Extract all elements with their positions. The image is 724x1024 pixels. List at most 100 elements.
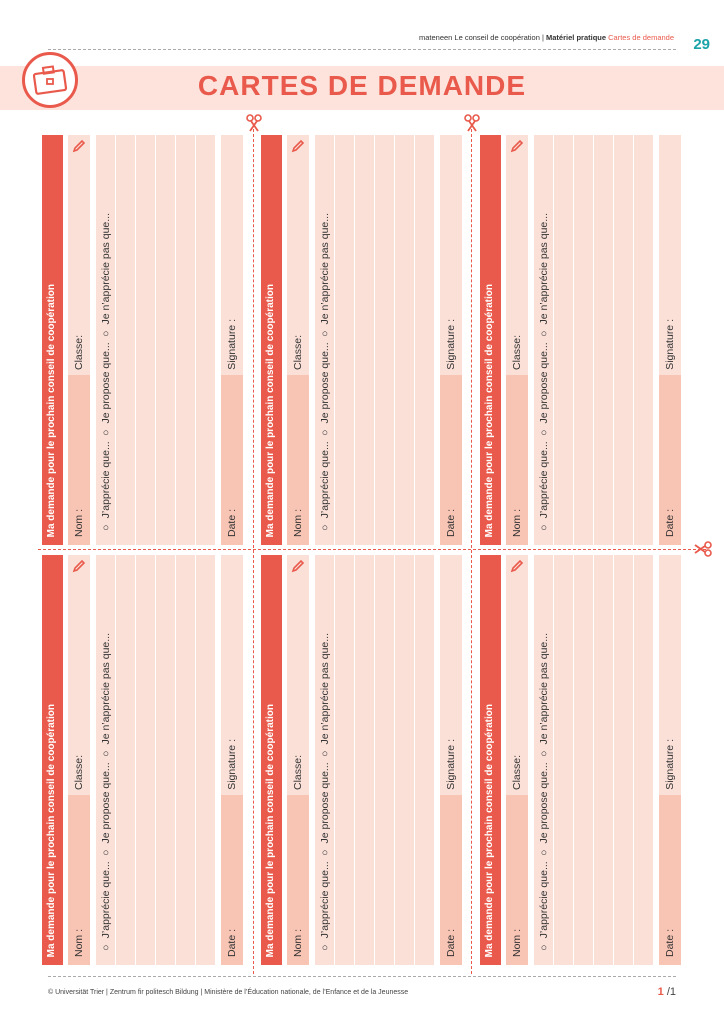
date-input-area[interactable] <box>440 375 462 545</box>
request-card: Ma demande pour le prochain conseil de c… <box>480 555 683 965</box>
writing-line[interactable] <box>634 555 653 965</box>
date-input-area[interactable] <box>659 795 681 965</box>
date-input-area[interactable] <box>221 375 243 545</box>
total-pages: /1 <box>663 986 676 998</box>
name-input-area[interactable] <box>68 375 90 545</box>
writing-line[interactable] <box>614 135 633 545</box>
date-input-area[interactable] <box>659 375 681 545</box>
footer-pagination: 1 /1 <box>658 986 676 998</box>
writing-line[interactable] <box>375 555 394 965</box>
writing-line[interactable] <box>335 135 354 545</box>
writing-line[interactable] <box>335 555 354 965</box>
writing-line[interactable] <box>614 555 633 965</box>
writing-line[interactable] <box>574 555 593 965</box>
date-label: Date : <box>445 928 457 957</box>
name-input-area[interactable] <box>68 795 90 965</box>
writing-line[interactable]: ○ J’apprécie que... ○ Je propose que... … <box>315 135 334 545</box>
writing-line[interactable] <box>355 555 374 965</box>
writing-line[interactable] <box>594 135 613 545</box>
classe-label: Classe: <box>73 334 85 370</box>
writing-line[interactable] <box>594 555 613 965</box>
writing-line[interactable] <box>395 555 414 965</box>
date-signature-field[interactable]: Date : Signature : <box>221 135 243 545</box>
card-title-strip: Ma demande pour le prochain conseil de c… <box>42 555 63 965</box>
writing-line[interactable] <box>176 135 195 545</box>
writing-line[interactable] <box>574 135 593 545</box>
writing-line[interactable] <box>634 135 653 545</box>
writing-line[interactable]: ○ J’apprécie que... ○ Je propose que... … <box>534 555 553 965</box>
writing-line[interactable] <box>156 555 175 965</box>
pencil-icon <box>291 139 305 153</box>
name-class-field[interactable]: Nom : Classe: <box>287 555 309 965</box>
writing-line[interactable] <box>415 135 434 545</box>
writing-line[interactable] <box>156 135 175 545</box>
date-label: Date : <box>664 928 676 957</box>
name-input-area[interactable] <box>506 375 528 545</box>
writing-line[interactable] <box>395 135 414 545</box>
pencil-icon <box>72 559 86 573</box>
card-title: Ma demande pour le prochain conseil de c… <box>265 703 276 957</box>
date-signature-field[interactable]: Date : Signature : <box>440 555 462 965</box>
card-title: Ma demande pour le prochain conseil de c… <box>484 283 495 537</box>
options-text: ○ J’apprécie que... ○ Je propose que... … <box>538 632 550 953</box>
card-title: Ma demande pour le prochain conseil de c… <box>484 703 495 957</box>
writing-line[interactable] <box>375 135 394 545</box>
writing-line[interactable]: ○ J’apprécie que... ○ Je propose que... … <box>315 555 334 965</box>
nom-label: Nom : <box>292 928 304 957</box>
name-class-field[interactable]: Nom : Classe: <box>506 555 528 965</box>
writing-line[interactable] <box>136 555 155 965</box>
request-card: Ma demande pour le prochain conseil de c… <box>480 135 683 545</box>
writing-line[interactable] <box>116 135 135 545</box>
signature-label: Signature : <box>226 739 238 790</box>
card-title-strip: Ma demande pour le prochain conseil de c… <box>480 135 501 545</box>
name-class-field[interactable]: Nom : Classe: <box>68 135 90 545</box>
signature-label: Signature : <box>664 739 676 790</box>
pencil-icon <box>72 139 86 153</box>
date-label: Date : <box>445 508 457 537</box>
card-title: Ma demande pour le prochain conseil de c… <box>46 283 57 537</box>
writing-line[interactable] <box>176 555 195 965</box>
name-input-area[interactable] <box>287 795 309 965</box>
date-input-area[interactable] <box>221 795 243 965</box>
name-input-area[interactable] <box>506 795 528 965</box>
card-title-strip: Ma demande pour le prochain conseil de c… <box>42 135 63 545</box>
writing-line[interactable] <box>196 135 215 545</box>
card-title-strip: Ma demande pour le prochain conseil de c… <box>261 135 282 545</box>
writing-line[interactable] <box>554 555 573 965</box>
date-label: Date : <box>664 508 676 537</box>
name-class-field[interactable]: Nom : Classe: <box>506 135 528 545</box>
pencil-icon <box>291 559 305 573</box>
nom-label: Nom : <box>73 928 85 957</box>
options-text: ○ J’apprécie que... ○ Je propose que... … <box>538 212 550 533</box>
footer-credits: © Universität Trier | Zentrum fir polite… <box>48 989 409 996</box>
date-input-area[interactable] <box>440 795 462 965</box>
name-class-field[interactable]: Nom : Classe: <box>287 135 309 545</box>
writing-line[interactable] <box>554 135 573 545</box>
classe-label: Classe: <box>511 334 523 370</box>
date-signature-field[interactable]: Date : Signature : <box>440 135 462 545</box>
options-text: ○ J’apprécie que... ○ Je propose que... … <box>319 212 331 533</box>
card-title-strip: Ma demande pour le prochain conseil de c… <box>480 555 501 965</box>
section-label: Matériel pratique <box>546 33 607 42</box>
date-signature-field[interactable]: Date : Signature : <box>221 555 243 965</box>
pencil-icon <box>510 139 524 153</box>
briefcase-icon <box>22 52 78 108</box>
writing-line[interactable]: ○ J’apprécie que... ○ Je propose que... … <box>534 135 553 545</box>
writing-line[interactable]: ○ J’apprécie que... ○ Je propose que... … <box>96 555 115 965</box>
writing-line[interactable] <box>355 135 374 545</box>
nom-label: Nom : <box>511 928 523 957</box>
name-input-area[interactable] <box>287 375 309 545</box>
writing-line[interactable] <box>415 555 434 965</box>
nom-label: Nom : <box>73 508 85 537</box>
date-signature-field[interactable]: Date : Signature : <box>659 555 681 965</box>
writing-line[interactable] <box>116 555 135 965</box>
name-class-field[interactable]: Nom : Classe: <box>68 555 90 965</box>
writing-line[interactable]: ○ J’apprécie que... ○ Je propose que... … <box>96 135 115 545</box>
scissors-icon <box>464 114 480 132</box>
signature-label: Signature : <box>664 319 676 370</box>
writing-line[interactable] <box>136 135 155 545</box>
writing-line[interactable] <box>196 555 215 965</box>
request-card: Ma demande pour le prochain conseil de c… <box>261 135 464 545</box>
date-signature-field[interactable]: Date : Signature : <box>659 135 681 545</box>
card-title: Ma demande pour le prochain conseil de c… <box>46 703 57 957</box>
